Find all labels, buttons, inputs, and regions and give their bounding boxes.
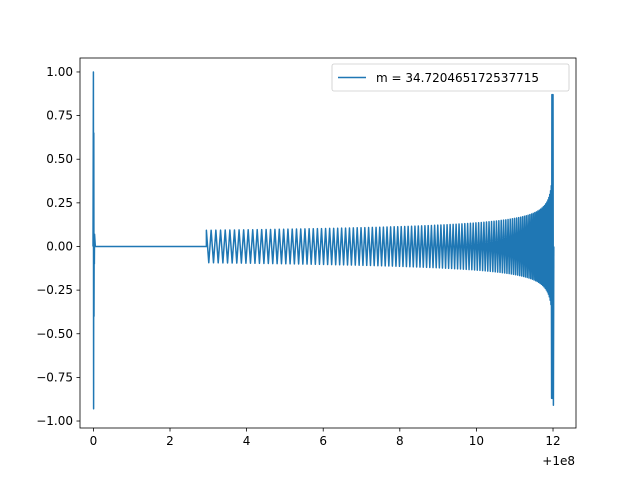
y-tick-label: 0.75 — [46, 109, 73, 123]
x-tick-label: 12 — [545, 434, 560, 448]
legend-box — [331, 63, 570, 92]
y-tick-label: 0.25 — [46, 196, 73, 210]
x-tick-label: 0 — [90, 434, 98, 448]
x-tick-label: 10 — [469, 434, 484, 448]
series-line — [92, 71, 555, 410]
legend: m = 34.720465172537715 — [331, 63, 570, 92]
y-axis: −1.00 −0.75 −0.50 −0.25 0.00 0.25 0.50 0.75 1.00 — [36, 65, 80, 428]
x-tick-label: 2 — [166, 434, 174, 448]
x-offset-label: +1e8 — [542, 454, 575, 468]
x-tick-label: 6 — [319, 434, 327, 448]
plot-area — [92, 71, 555, 410]
x-tick-label: 4 — [243, 434, 251, 448]
y-tick-label: −0.25 — [36, 283, 73, 297]
x-tick-label: 8 — [396, 434, 404, 448]
legend-label: m = 34.720465172537715 — [376, 71, 539, 85]
y-tick-label: 0.50 — [46, 152, 73, 166]
y-tick-label: 1.00 — [46, 65, 73, 79]
y-tick-label: −0.50 — [36, 327, 73, 341]
y-tick-label: −1.00 — [36, 414, 73, 428]
y-tick-label: 0.00 — [46, 239, 73, 253]
x-axis: 0 2 4 6 8 10 12 — [90, 428, 561, 448]
axes-frame — [79, 57, 577, 429]
y-tick-label: −0.75 — [36, 370, 73, 384]
